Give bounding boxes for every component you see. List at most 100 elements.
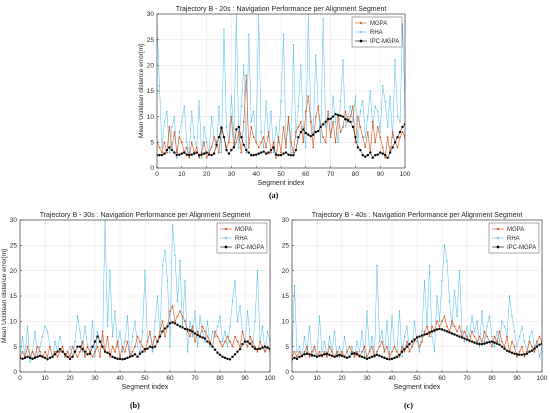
data-point-ipc-mgpa <box>468 339 471 342</box>
data-point-mgpa <box>518 350 521 353</box>
legend-label: MGPA <box>235 227 252 233</box>
y-tick-label: 10 <box>282 319 289 326</box>
data-point-ipc-mgpa <box>336 113 340 117</box>
data-point-mgpa <box>299 120 302 123</box>
data-point-ipc-mgpa <box>186 328 189 331</box>
data-point-mgpa <box>521 345 523 348</box>
data-point-mgpa <box>418 345 421 348</box>
data-point-mgpa <box>327 110 330 113</box>
data-point-rha <box>260 131 262 133</box>
data-point-ipc-mgpa <box>227 152 231 155</box>
data-point-ipc-mgpa <box>302 128 305 131</box>
data-point-ipc-mgpa <box>460 336 464 339</box>
data-point-rha <box>337 141 339 144</box>
data-point-ipc-mgpa <box>498 343 501 346</box>
data-point-ipc-mgpa <box>508 350 511 353</box>
data-point-mgpa <box>328 345 331 348</box>
data-point-rha <box>46 330 49 333</box>
data-point-ipc-mgpa <box>304 131 307 135</box>
data-point-ipc-mgpa <box>303 353 306 356</box>
data-point-mgpa <box>421 340 423 343</box>
data-point-rha <box>398 310 401 312</box>
y-tick-label: 5 <box>285 344 289 351</box>
data-point-rha <box>371 335 373 338</box>
legend-swatch-marker <box>224 227 228 231</box>
data-point-ipc-mgpa <box>305 352 309 355</box>
data-point-ipc-mgpa <box>251 345 254 348</box>
data-point-mgpa <box>226 335 229 338</box>
data-point-ipc-mgpa <box>330 354 334 357</box>
data-point-rha <box>358 350 361 353</box>
data-point-rha <box>513 330 516 333</box>
data-point-ipc-mgpa <box>238 348 242 351</box>
data-point-rha <box>270 110 272 113</box>
data-point-rha <box>179 259 181 262</box>
data-point-ipc-mgpa <box>108 353 112 356</box>
data-point-ipc-mgpa <box>197 153 201 157</box>
data-point-ipc-mgpa <box>206 340 209 343</box>
data-point-rha <box>367 115 369 118</box>
x-tick-label: 10 <box>178 171 186 178</box>
data-point-rha <box>357 141 359 144</box>
data-point-rha <box>168 151 171 154</box>
data-point-mgpa <box>249 335 251 338</box>
data-point-ipc-mgpa <box>43 356 47 360</box>
data-point-mgpa <box>264 350 266 353</box>
data-point-rha <box>322 18 324 20</box>
data-point-mgpa <box>309 120 312 123</box>
data-point-ipc-mgpa <box>354 136 357 139</box>
x-tick-label: 10 <box>41 375 49 382</box>
legend-swatch-marker <box>496 245 500 249</box>
data-point-ipc-mgpa <box>237 125 241 129</box>
data-point-mgpa <box>361 350 363 353</box>
data-point-rha <box>41 335 44 338</box>
data-point-rha <box>456 315 458 318</box>
data-point-ipc-mgpa <box>171 321 174 324</box>
data-point-ipc-mgpa <box>168 322 172 325</box>
data-point-ipc-mgpa <box>178 153 181 156</box>
x-tick-label: 30 <box>228 171 236 178</box>
data-point-ipc-mgpa <box>106 351 109 354</box>
data-point-ipc-mgpa <box>226 357 229 361</box>
data-point-rha <box>384 100 386 103</box>
data-point-mgpa <box>363 345 366 348</box>
data-point-ipc-mgpa <box>217 136 221 139</box>
data-point-ipc-mgpa <box>225 148 228 152</box>
data-point-ipc-mgpa <box>218 353 222 356</box>
data-point-rha <box>300 64 302 67</box>
data-point-ipc-mgpa <box>365 357 369 361</box>
data-point-ipc-mgpa <box>518 353 521 356</box>
data-point-ipc-mgpa <box>282 152 285 155</box>
data-point-rha <box>144 269 146 272</box>
data-point-rha <box>531 330 533 333</box>
data-point-rha <box>206 320 209 323</box>
data-point-mgpa <box>280 151 282 154</box>
data-point-ipc-mgpa <box>257 152 260 155</box>
data-point-rha <box>136 345 139 348</box>
data-point-mgpa <box>290 141 292 144</box>
data-point-rha <box>239 305 241 307</box>
data-point-ipc-mgpa <box>520 353 524 356</box>
data-point-mgpa <box>245 74 248 77</box>
data-point-mgpa <box>81 340 84 343</box>
data-point-mgpa <box>237 131 240 133</box>
data-point-mgpa <box>39 350 41 353</box>
x-axis-label: Segment index <box>122 384 169 391</box>
data-point-mgpa <box>374 141 377 144</box>
data-point-mgpa <box>255 141 258 144</box>
data-point-ipc-mgpa <box>320 354 324 357</box>
data-point-mgpa <box>235 141 238 144</box>
data-point-mgpa <box>196 330 199 333</box>
data-point-ipc-mgpa <box>358 354 361 357</box>
data-point-mgpa <box>396 350 398 353</box>
data-point-mgpa <box>200 151 203 154</box>
data-point-mgpa <box>203 141 206 144</box>
data-point-mgpa <box>346 350 348 353</box>
data-point-ipc-mgpa <box>215 143 218 147</box>
data-point-rha <box>224 330 226 333</box>
data-point-ipc-mgpa <box>88 352 92 355</box>
data-point-rha <box>34 330 36 333</box>
data-point-mgpa <box>438 325 441 328</box>
data-point-mgpa <box>204 330 206 333</box>
data-point-ipc-mgpa <box>123 357 127 361</box>
